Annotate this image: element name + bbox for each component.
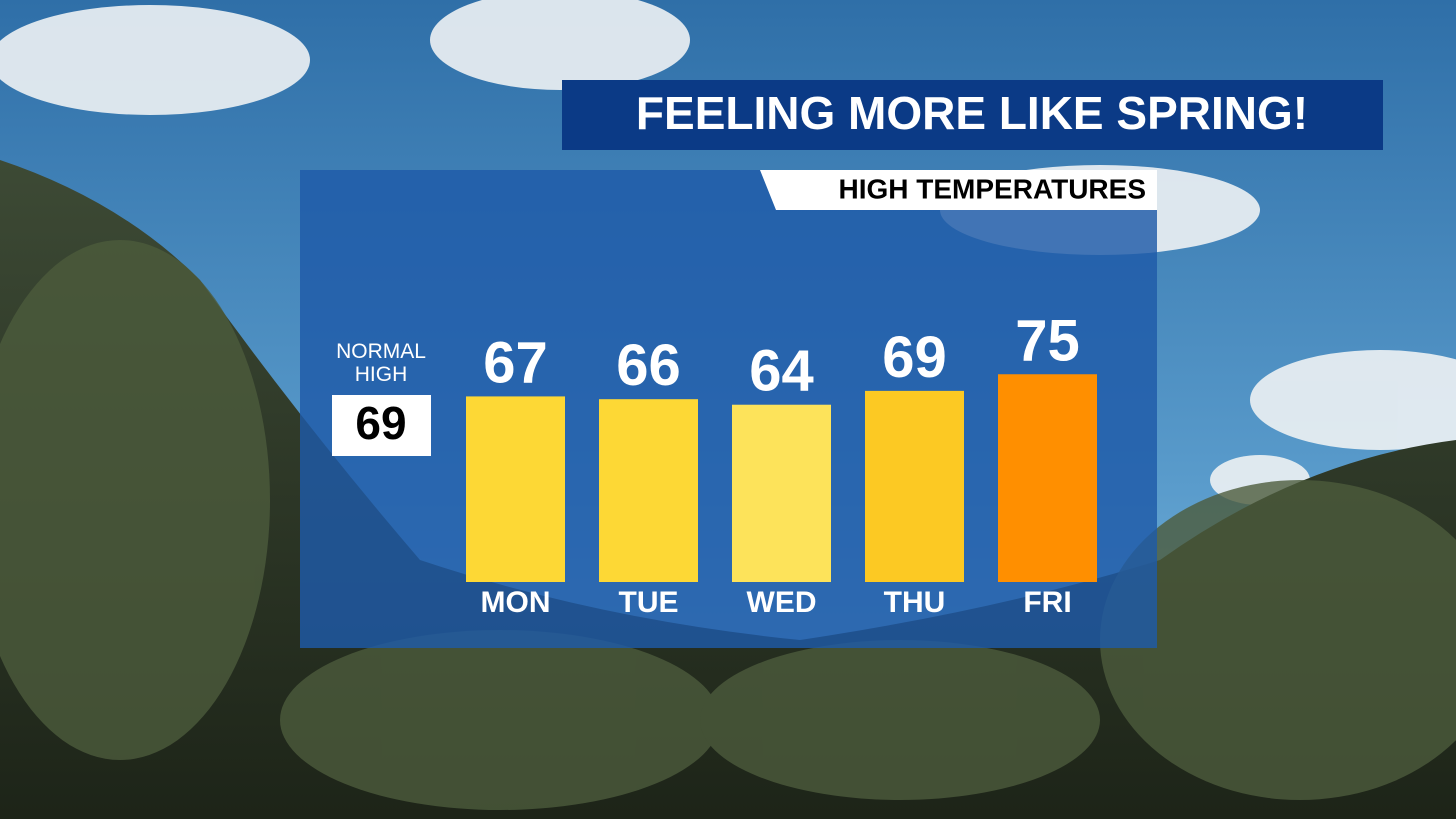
- normal-high-label: NORMAL HIGH: [336, 340, 426, 386]
- bar: [466, 396, 565, 582]
- value-label: 67: [483, 330, 548, 395]
- value-label: 75: [1015, 308, 1080, 373]
- normal-high-box: [332, 395, 431, 456]
- bar: [865, 390, 964, 582]
- bar: [998, 374, 1097, 582]
- value-label: 64: [749, 339, 814, 404]
- bushes: [0, 240, 1456, 810]
- chart-subtitle: HIGH TEMPERATURES: [839, 173, 1147, 204]
- chart-title: FEELING MORE LIKE SPRING!: [636, 87, 1308, 139]
- category-label: FRI: [1023, 586, 1071, 619]
- category-label: MON: [481, 586, 551, 619]
- title-banner: [562, 80, 1383, 150]
- bar: [732, 404, 831, 582]
- bar: [599, 399, 698, 582]
- category-label: TUE: [619, 586, 679, 619]
- subtitle-box: [760, 170, 1157, 210]
- value-label: 66: [616, 333, 681, 398]
- value-label: 69: [882, 325, 947, 390]
- category-label: WED: [747, 586, 817, 619]
- category-label: THU: [884, 586, 946, 619]
- normal-high-value: 69: [355, 397, 406, 449]
